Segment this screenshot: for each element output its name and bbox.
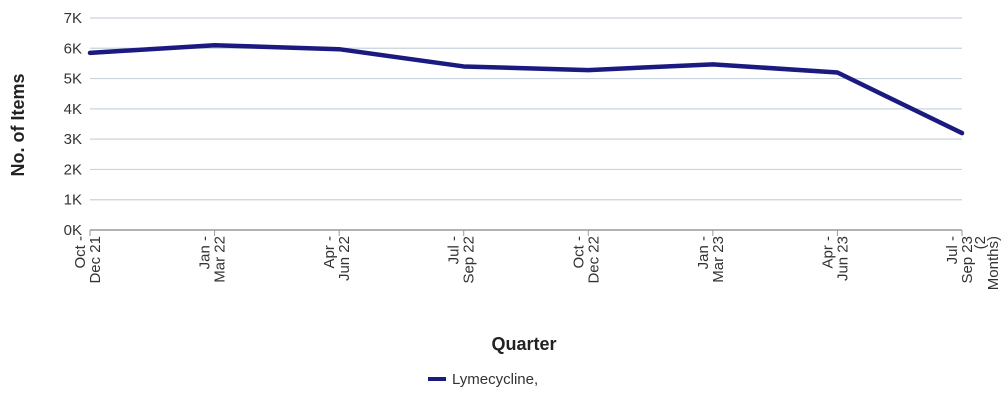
y-tick-label: 2K — [64, 161, 82, 178]
gridlines — [90, 17, 962, 231]
data-point — [586, 68, 591, 73]
x-tick-label-line: Apr - — [819, 236, 836, 269]
y-tick-label: 0K — [64, 222, 82, 239]
data-point — [835, 70, 840, 75]
x-tick-label: Apr -Jun 23 — [819, 236, 851, 281]
x-tick-label-line: Sep 22 — [461, 236, 478, 284]
y-axis-ticks: 0K 1K 2K 3K 4K 5K 6K 7K — [64, 10, 82, 239]
x-tick-label-line: Jun 23 — [834, 236, 851, 281]
x-tick-label: Oct -Dec 22 — [570, 236, 602, 284]
x-tick-label-line: Months) — [985, 236, 1002, 290]
x-tick-label-line: Oct - — [72, 236, 89, 269]
data-point — [88, 50, 92, 55]
x-tick-label-line: Dec 22 — [585, 236, 602, 284]
x-axis-ticks: Oct -Dec 21 Jan -Mar 22 Apr -Jun 22 Jul -Se… — [72, 230, 1002, 290]
data-point — [212, 43, 217, 48]
x-tick-label: Jul -Sep 22 — [446, 236, 478, 284]
x-tick-label-line: Jan - — [695, 236, 712, 269]
y-axis-title: No. of Items — [8, 73, 28, 176]
legend: Lymecycline, — [428, 371, 538, 388]
y-tick-label: 7K — [64, 10, 82, 27]
y-tick-label: 5K — [64, 71, 82, 88]
x-tick-label: Oct -Dec 21 — [72, 236, 104, 284]
x-axis-title: Quarter — [491, 334, 556, 354]
data-point — [337, 47, 342, 52]
x-tick-label-line: Jul - — [446, 236, 463, 264]
data-point — [461, 64, 466, 69]
y-tick-label: 4K — [64, 101, 82, 118]
x-tick-label-line: Jun 22 — [336, 236, 353, 281]
x-tick-label-line: Dec 21 — [87, 236, 104, 284]
series-lines — [87, 43, 965, 136]
data-point — [710, 62, 715, 67]
y-tick-label: 3K — [64, 131, 82, 148]
x-tick-label-line: Mar 23 — [710, 236, 727, 283]
y-tick-label: 1K — [64, 192, 82, 209]
y-tick-label: 6K — [64, 40, 82, 57]
x-tick-label-line: Mar 22 — [212, 236, 229, 283]
series-line — [87, 43, 965, 136]
x-tick-label-line: Oct - — [570, 236, 587, 269]
x-tick-label-line: Jan - — [197, 236, 214, 269]
x-tick-label: Jan -Mar 22 — [197, 236, 229, 283]
x-tick-label: Jan -Mar 23 — [695, 236, 727, 283]
x-tick-label-line: Sep 23 — [959, 236, 976, 284]
x-tick-label-line: Apr - — [321, 236, 338, 269]
x-tick-label: Apr -Jun 22 — [321, 236, 353, 281]
x-tick-label-line: Jul - — [944, 236, 961, 264]
legend-label: Lymecycline, — [452, 371, 538, 388]
x-tick-label-line: (2 — [972, 236, 989, 249]
data-point — [960, 131, 964, 136]
